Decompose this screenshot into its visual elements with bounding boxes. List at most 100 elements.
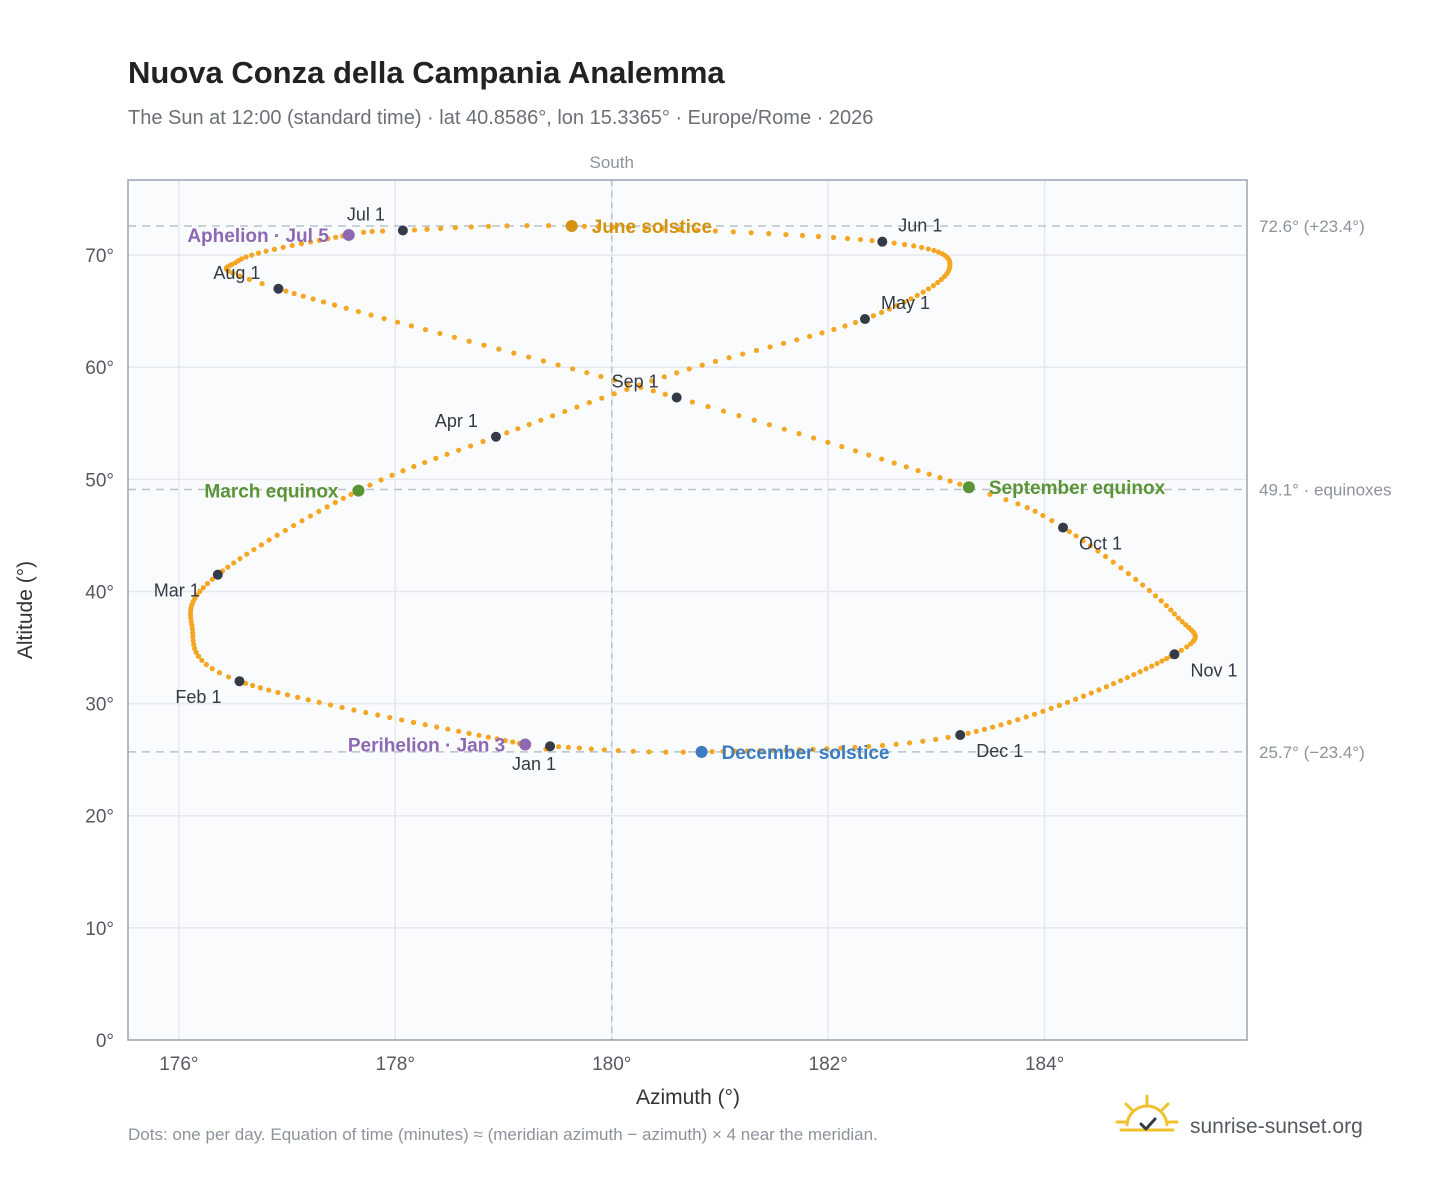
day-dot — [291, 290, 297, 297]
day-dot — [467, 443, 474, 449]
day-dot — [933, 736, 939, 742]
event-label: June solstice — [592, 217, 712, 238]
day-dot — [190, 637, 196, 644]
day-dot — [581, 223, 587, 229]
day-dot — [466, 730, 472, 736]
day-dot — [282, 527, 288, 534]
day-dot — [611, 391, 617, 397]
day-dot — [1103, 684, 1109, 690]
day-dot — [327, 702, 334, 708]
day-dot — [831, 326, 837, 333]
day-dot — [408, 323, 415, 329]
day-dot — [1159, 658, 1165, 664]
day-dot — [437, 330, 443, 337]
day-dot — [556, 744, 562, 750]
day-dot — [275, 689, 281, 696]
day-dot — [674, 370, 680, 376]
x-tick-label: 184° — [1025, 1054, 1064, 1075]
day-dot — [1175, 615, 1182, 621]
day-dot — [740, 351, 746, 357]
event-dot — [695, 745, 708, 758]
day-dot — [712, 228, 718, 234]
day-dot — [1152, 593, 1159, 599]
day-dot — [263, 248, 269, 254]
y-tick-label: 60° — [85, 358, 114, 379]
day-dot — [663, 749, 669, 755]
day-dot — [526, 354, 532, 360]
day-dot — [1048, 705, 1054, 711]
day-dot — [931, 247, 937, 254]
day-dot — [588, 746, 594, 752]
day-dot — [565, 744, 572, 750]
month-dot — [490, 431, 501, 442]
day-dot — [1158, 598, 1164, 604]
day-dot — [332, 499, 338, 506]
day-dot — [434, 724, 440, 730]
day-dot — [225, 564, 231, 570]
day-dot — [340, 495, 346, 501]
day-dot — [659, 226, 665, 232]
day-dot — [857, 236, 864, 243]
day-dot — [1015, 501, 1021, 507]
day-dot — [1049, 518, 1055, 524]
day-dot — [510, 739, 516, 745]
x-axis-label: Azimuth (°) — [636, 1086, 740, 1109]
day-dot — [610, 224, 616, 230]
event-label: March equinox — [204, 482, 339, 503]
day-dot — [255, 250, 262, 256]
month-dot — [212, 569, 223, 580]
day-dot — [810, 746, 816, 752]
day-dot — [1066, 528, 1072, 535]
day-dot — [1088, 690, 1094, 696]
day-dot — [381, 315, 387, 322]
day-dot — [965, 730, 971, 736]
month-dot — [877, 236, 888, 247]
day-dot — [226, 268, 232, 274]
day-dot — [615, 747, 621, 754]
day-dot — [422, 459, 428, 466]
day-dot — [451, 334, 458, 340]
day-dot — [911, 243, 917, 249]
day-dot — [830, 234, 837, 241]
day-dot — [842, 323, 848, 329]
day-dot — [1110, 559, 1116, 565]
day-dot — [712, 358, 719, 364]
day-dot — [947, 478, 953, 484]
event-markers: June solstice December solstice March equi… — [187, 217, 1165, 764]
day-dot — [259, 280, 265, 287]
day-dot — [216, 670, 223, 676]
day-dot — [237, 273, 243, 279]
day-dot — [476, 732, 482, 738]
day-dot — [879, 456, 885, 462]
day-dot — [926, 471, 932, 477]
day-dot — [901, 299, 907, 305]
day-dot — [1080, 538, 1086, 544]
day-dot — [333, 234, 339, 240]
day-dot — [368, 312, 374, 318]
day-dot — [815, 233, 822, 240]
axis-ticks: 176° 178° 180° 182° 184° 0° 10° 20° 30° 40° 50° 60°… — [85, 246, 1064, 1075]
day-dot — [324, 504, 330, 510]
day-dot — [496, 346, 502, 352]
day-dot — [367, 482, 373, 488]
day-dot — [824, 746, 830, 752]
day-dot — [638, 384, 644, 391]
day-dot — [736, 413, 742, 419]
day-dot — [699, 362, 705, 368]
day-dot — [839, 444, 845, 450]
month-dot — [671, 392, 682, 403]
day-dot — [249, 252, 255, 258]
day-dot — [480, 438, 486, 445]
month-dot — [545, 741, 556, 752]
day-dot — [1133, 576, 1139, 582]
x-tick-label: 182° — [809, 1054, 848, 1075]
day-dot — [810, 435, 817, 441]
day-dot — [389, 472, 395, 478]
day-dot — [574, 404, 580, 410]
day-dot — [271, 246, 278, 252]
day-dot — [705, 403, 711, 410]
day-dot — [266, 537, 272, 543]
day-dot — [1149, 663, 1155, 669]
day-dot — [468, 224, 474, 230]
day-dot — [1040, 512, 1046, 519]
